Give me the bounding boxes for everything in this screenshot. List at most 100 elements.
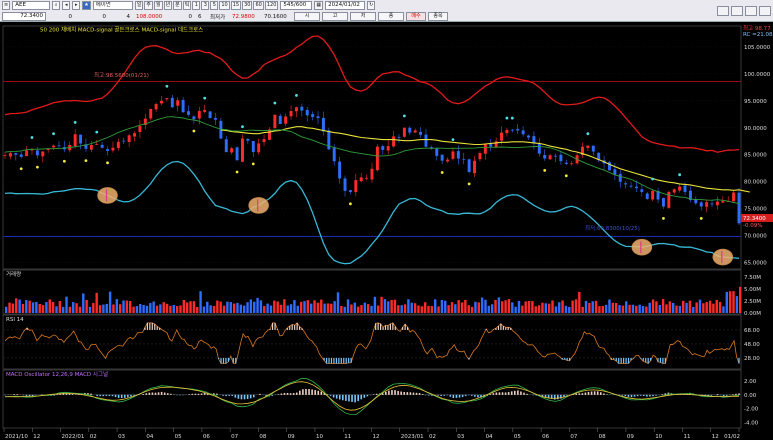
candle-body [532,136,536,144]
volume-bar [547,303,551,313]
settings-icon[interactable] [731,6,743,16]
period-button[interactable]: 주 [144,1,153,10]
period-button[interactable]: 3 [201,1,210,10]
candle-body [559,154,563,162]
period-button[interactable]: 10 [219,1,230,10]
calendar-icon[interactable]: ▦ [314,1,324,10]
candle-body [386,146,390,151]
period-button[interactable]: 일 [134,1,144,10]
order-button[interactable]: 매수 [406,12,426,21]
volume-bar [675,305,678,313]
candle-body [613,169,617,175]
candle-body [478,153,482,160]
close-mode-button[interactable]: 종 [378,12,404,21]
period-button[interactable]: 120 [264,1,279,10]
chart-canvas[interactable]: 105.0000 100.0000 95.0000 90.0000 85.0000 80.… [0,22,773,440]
dead-cross-marker [251,162,255,166]
high-mode-button[interactable]: 고 [322,12,348,21]
macd-series [3,377,741,416]
level-lines [3,81,741,237]
candle-body [618,173,622,182]
volume-bar [377,305,380,313]
next-symbol-icon[interactable]: ▸ [72,1,81,10]
volume-bar [169,305,172,313]
period-button[interactable]: 분 [173,1,182,10]
volume-bar [78,306,82,313]
volume-bar [65,296,68,313]
volume-bar [739,286,742,313]
volume-bar [601,305,604,313]
volume-bar [682,300,685,313]
resistance-label: 최고:98.5600(01/21) [94,71,149,79]
volume-value: 0 [102,13,107,20]
volume-bar [403,304,407,313]
volume-bar [212,306,216,313]
x-tick-label: 05 [175,434,182,440]
period-button[interactable]: 30 [242,1,253,10]
period-button[interactable]: 5 [210,1,219,10]
candle-body [424,134,428,147]
period-button[interactable]: 년 [163,1,173,10]
help-icon[interactable] [759,6,771,16]
open-mode-button[interactable]: 시 [294,12,320,21]
candle-body [41,151,45,157]
dead-cross-marker [662,216,665,220]
x-tick-label: 11 [344,434,351,440]
candle-body [230,148,234,153]
candle-body [467,159,471,172]
corner-high-label: 최고 98.77 [743,24,771,32]
volume-bar [460,302,464,313]
volume-bar [363,302,367,313]
period-button[interactable]: 틱 [182,1,192,10]
volume-bar [102,304,105,313]
menu-button[interactable]: ≡ [2,1,11,10]
volume-bar [38,303,41,313]
analysis-button[interactable]: 종목 [428,12,448,21]
volume-bar [715,299,718,313]
golden-cross-marker [241,125,244,129]
candle-body [197,111,201,119]
volume-bar [273,300,276,313]
chart-area[interactable]: 105.0000 100.0000 95.0000 90.0000 85.0000 80.… [0,22,773,440]
candle-body [214,117,217,120]
refresh-icon[interactable]: ↻ [367,1,376,10]
volume-bar [340,306,343,313]
volume-bar [668,301,672,313]
candle-body [187,111,190,115]
candle-body [688,190,692,201]
volume-bar [299,301,303,313]
layout-icon[interactable] [717,6,729,16]
prev-symbol-icon[interactable]: ◂ [62,1,71,10]
volume-bar [645,306,648,313]
candle-body [591,145,595,152]
period-button[interactable]: 월 [153,1,163,10]
dead-cross-marker [106,161,109,165]
volume-bar [423,302,427,313]
print-icon[interactable] [745,6,757,16]
golden-cross-marker [73,120,77,124]
candle-body [429,146,433,148]
volume-bar [259,300,263,313]
rsi-tick-label: 68.00 [744,328,760,334]
symbol-code-input[interactable]: AEE [12,1,51,10]
period-button[interactable]: 1 [192,1,201,10]
volume-bar [206,301,209,313]
volume-bar [196,306,199,313]
volume-bar [444,300,447,313]
period-button[interactable]: 60 [253,1,264,10]
volume-bar [162,302,165,313]
date-input[interactable]: 2024/01/02 [325,1,366,10]
low-mode-button[interactable]: 저 [350,12,376,21]
volume-bar [68,306,72,313]
favorite-icon[interactable]: ★ [82,1,91,10]
search-icon[interactable]: ⌕ [52,1,61,10]
candle-body [84,144,88,149]
candle-body [338,161,342,179]
volume-bar [383,299,387,313]
candle-body [208,111,212,119]
candle-body [678,186,682,191]
volume-bar [705,302,708,313]
data-count-input[interactable]: 545/600 [280,1,313,10]
period-button[interactable]: 15 [230,1,242,10]
volume-bar [41,305,45,313]
